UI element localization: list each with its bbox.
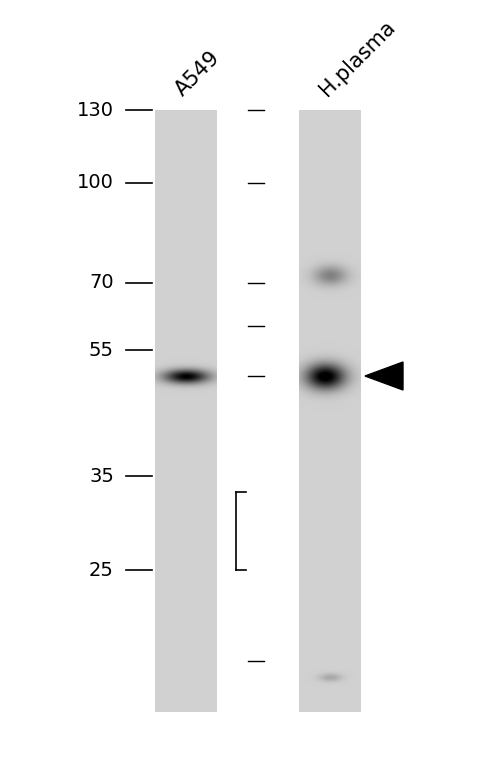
Text: 130: 130 <box>77 101 114 120</box>
Text: 100: 100 <box>77 174 114 193</box>
Text: 25: 25 <box>89 561 114 579</box>
Text: H.plasma: H.plasma <box>316 17 399 100</box>
Text: A549: A549 <box>172 47 224 100</box>
Polygon shape <box>365 362 403 390</box>
Text: 55: 55 <box>89 341 114 360</box>
Text: 70: 70 <box>90 274 114 293</box>
Text: 35: 35 <box>89 466 114 485</box>
